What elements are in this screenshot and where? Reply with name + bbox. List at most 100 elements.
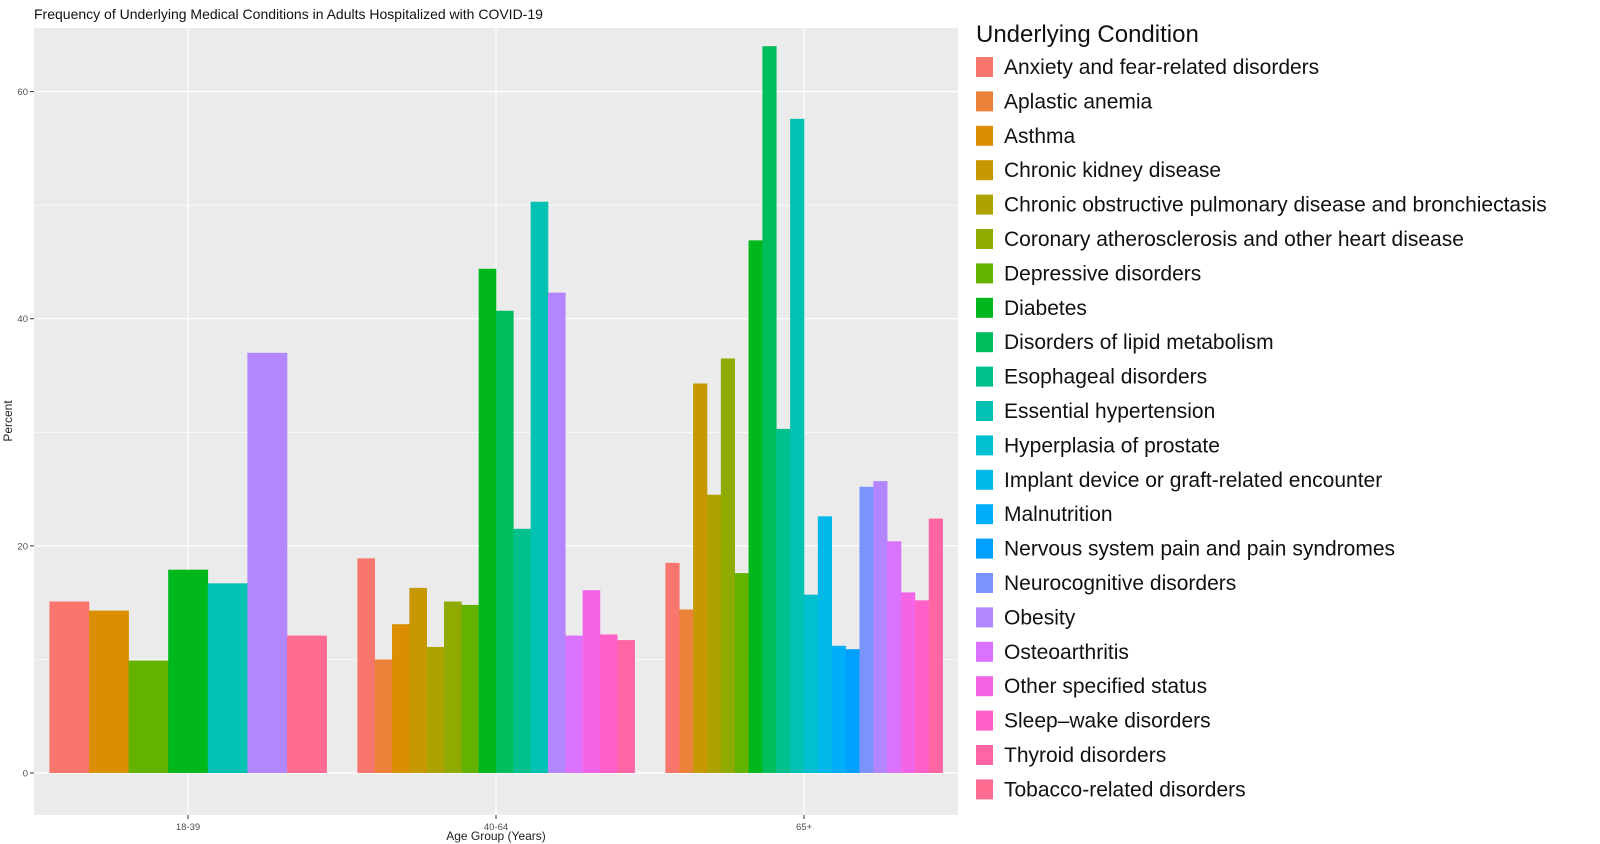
legend-swatch — [976, 779, 993, 800]
bar: Aplastic anemia: 14.4 — [679, 609, 694, 773]
bar: Coronary atherosclerosis and other heart… — [720, 358, 735, 773]
legend-title: Underlying Condition — [976, 21, 1199, 48]
bar: Obesity: 37 — [247, 352, 288, 773]
legend-label: Malnutrition — [1004, 503, 1113, 526]
bar: Neurocognitive disorders: 25.2 — [859, 486, 874, 773]
legend-label: Chronic obstructive pulmonary disease an… — [1004, 194, 1547, 217]
bar: Disorders of lipid metabolism: 64 — [762, 46, 777, 773]
legend-swatch — [976, 745, 993, 765]
legend-label: Diabetes — [1004, 297, 1087, 320]
legend-label: Aplastic anemia — [1004, 90, 1153, 113]
bar: Aplastic anemia: 10 — [374, 659, 393, 773]
bar: Diabetes: 44.4 — [478, 268, 497, 773]
legend-label: Esophageal disorders — [1004, 366, 1207, 389]
bars: Anxiety and fear-related disorders: 15.1… — [49, 46, 943, 773]
bar: Sleep–wake disorders: 12.2 — [599, 634, 618, 773]
legend-swatch — [976, 435, 993, 456]
bar: Asthma: 14.3 — [89, 610, 129, 773]
legend-swatch — [976, 297, 993, 318]
legend: Anxiety and fear-related disorders Aplast… — [976, 56, 1547, 801]
bar: Depressive disorders: 17.6 — [734, 573, 749, 773]
bar: Osteoarthritis: 20.4 — [887, 541, 902, 773]
y-tick-label: 20 — [17, 541, 28, 552]
legend-swatch — [976, 607, 993, 628]
legend-swatch — [976, 469, 993, 490]
x-axis: 18-39 40-64 65+ — [176, 815, 813, 833]
bar: Obesity: 25.7 — [873, 481, 888, 773]
legend-swatch — [976, 401, 993, 421]
legend-label: Asthma — [1004, 125, 1076, 148]
bar: Sleep–wake disorders: 15.2 — [914, 600, 930, 773]
chart-title: Frequency of Underlying Medical Conditio… — [34, 6, 543, 22]
legend-label: Depressive disorders — [1004, 262, 1201, 285]
legend-swatch — [976, 573, 993, 593]
y-axis: 0 20 40 60 — [17, 87, 34, 779]
bar: Obesity: 42.3 — [547, 292, 566, 773]
legend-swatch — [976, 125, 993, 146]
bar: Malnutrition: 11.2 — [831, 645, 846, 773]
y-tick-label: 0 — [23, 768, 28, 779]
bar: Coronary atherosclerosis and other heart… — [444, 601, 462, 773]
x-tick-label: 65+ — [796, 822, 813, 833]
bar: Other specified status: 16.1 — [582, 590, 601, 773]
legend-label: Hyperplasia of prostate — [1004, 434, 1220, 457]
bar: Tobacco-related disorders: 12.1 — [287, 635, 327, 773]
legend-swatch — [976, 194, 993, 215]
legend-swatch — [976, 332, 993, 353]
bar: Diabetes: 17.9 — [168, 569, 209, 773]
x-tick-label: 18-39 — [176, 822, 200, 833]
x-tick-label: 40-64 — [484, 822, 508, 833]
legend-label: Anxiety and fear-related disorders — [1004, 56, 1319, 79]
legend-swatch — [976, 57, 993, 77]
y-tick-label: 60 — [17, 87, 28, 98]
bar: Thyroid disorders: 11.7 — [617, 640, 635, 773]
bar: Anxiety and fear-related disorders: 18.5 — [665, 562, 680, 773]
bar: Depressive disorders: 9.9 — [128, 660, 169, 773]
legend-swatch — [976, 229, 993, 249]
bar: Esophageal disorders: 30.3 — [776, 428, 791, 773]
legend-swatch — [976, 504, 993, 525]
bar: Anxiety and fear-related disorders: 15.1 — [49, 601, 90, 773]
bar: Anxiety and fear-related disorders: 18.9 — [357, 558, 376, 773]
legend-label: Chronic kidney disease — [1004, 159, 1221, 182]
bar: Osteoarthritis: 12.1 — [565, 635, 583, 773]
bar: Chronic kidney disease: 16.3 — [409, 587, 427, 773]
legend-label: Sleep–wake disorders — [1004, 710, 1211, 733]
bar: Other specified status: 15.9 — [901, 592, 916, 773]
bar: Asthma: 13.1 — [392, 624, 410, 773]
bar: Disorders of lipid metabolism: 40.7 — [496, 310, 514, 773]
bar: Essential hypertension: 16.7 — [207, 583, 248, 773]
y-axis-title: Percent — [1, 400, 15, 442]
bar: Diabetes: 46.9 — [748, 240, 763, 773]
legend-label: Osteoarthritis — [1004, 641, 1129, 664]
legend-swatch — [976, 366, 993, 387]
bar: Nervous system pain and pain syndromes: … — [845, 649, 860, 773]
legend-label: Tobacco-related disorders — [1004, 778, 1246, 801]
x-axis-title: Age Group (Years) — [446, 829, 546, 843]
legend-swatch — [976, 538, 993, 559]
legend-label: Coronary atherosclerosis and other heart… — [1004, 228, 1464, 251]
legend-label: Disorders of lipid metabolism — [1004, 331, 1274, 354]
legend-label: Essential hypertension — [1004, 400, 1215, 423]
bar: Chronic kidney disease: 34.3 — [693, 383, 708, 773]
bar: Chronic obstructive pulmonary disease an… — [426, 646, 445, 773]
legend-label: Other specified status — [1004, 675, 1207, 698]
legend-swatch — [976, 710, 993, 731]
legend-swatch — [976, 160, 993, 181]
bar: Essential hypertension: 57.6 — [790, 118, 805, 773]
bar: Esophageal disorders: 21.5 — [513, 528, 531, 773]
bar: Thyroid disorders: 22.4 — [928, 518, 943, 773]
legend-label: Implant device or graft-related encounte… — [1004, 469, 1382, 492]
legend-swatch — [976, 91, 993, 112]
y-tick-label: 40 — [17, 314, 28, 325]
bar: Chronic obstructive pulmonary disease an… — [706, 494, 722, 773]
legend-label: Obesity — [1004, 606, 1076, 629]
bar: Implant device or graft-related encounte… — [817, 516, 833, 773]
legend-label: Thyroid disorders — [1004, 744, 1166, 767]
legend-swatch — [976, 641, 993, 662]
legend-swatch — [976, 676, 993, 697]
legend-label: Neurocognitive disorders — [1004, 572, 1236, 595]
bar: Hyperplasia of prostate: 15.7 — [804, 594, 819, 773]
bar: Essential hypertension: 50.3 — [530, 201, 549, 773]
